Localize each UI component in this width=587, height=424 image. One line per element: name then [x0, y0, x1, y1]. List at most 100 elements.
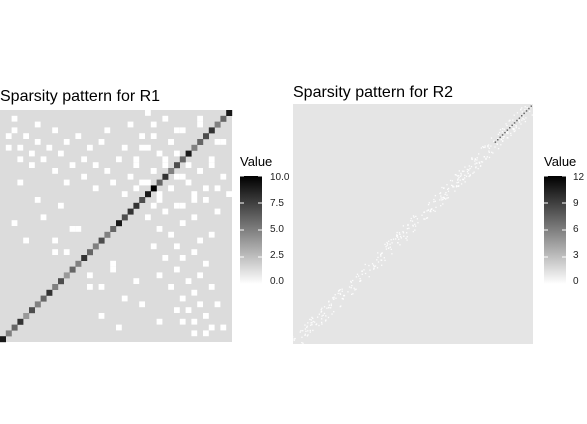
sparse-cell: [520, 109, 522, 111]
diagonal-cell: [191, 144, 198, 151]
legend-tick-label: 6: [573, 224, 579, 235]
zero-cell: [127, 121, 134, 128]
sparse-cell: [512, 119, 514, 121]
legend-title: Value: [240, 154, 273, 169]
zero-cell: [174, 243, 180, 250]
zero-cell: [203, 260, 209, 267]
sparse-cell: [407, 224, 409, 227]
sparse-cell: [447, 187, 450, 190]
zero-cell: [162, 162, 169, 168]
sparse-cell: [525, 117, 527, 119]
sparse-cell: [524, 120, 527, 123]
zero-cell: [17, 179, 24, 186]
sparse-cell: [326, 307, 328, 309]
sparse-cell: [532, 105, 534, 107]
sparse-cell: [478, 153, 480, 155]
zero-cell: [75, 133, 82, 139]
sparse-cell: [464, 177, 466, 179]
sparse-cell: [427, 203, 430, 206]
diagonal-cell: [52, 284, 59, 290]
zero-cell: [179, 202, 186, 209]
sparse-cell: [335, 297, 337, 299]
sparse-cell: [371, 263, 374, 265]
zero-cell: [174, 150, 180, 157]
sparse-cell: [381, 252, 383, 254]
zero-cell: [52, 237, 58, 244]
zero-cell: [11, 220, 18, 226]
sparse-cell: [464, 181, 466, 183]
sparse-cell: [505, 132, 508, 134]
sparse-cell: [466, 171, 469, 173]
zero-cell: [98, 139, 105, 145]
sparse-cell: [502, 140, 504, 142]
zero-cell: [133, 185, 140, 192]
zero-cell: [162, 255, 169, 261]
nonzero-cell: [494, 141, 497, 143]
sparse-cell: [309, 318, 311, 321]
sparse-cell: [363, 269, 365, 271]
zero-cell: [121, 144, 128, 151]
sparse-cell: [387, 247, 390, 249]
zero-cell: [87, 284, 93, 290]
sparse-cell: [507, 132, 509, 135]
sparse-cell: [328, 300, 330, 302]
zero-cell: [5, 133, 12, 139]
zero-cell: [17, 144, 24, 151]
plot-background: [293, 104, 533, 344]
sparse-cell: [321, 315, 323, 317]
sparse-cell: [478, 162, 481, 164]
sparse-cell: [297, 345, 300, 347]
sparse-cell: [502, 137, 504, 139]
sparse-cell: [449, 179, 452, 182]
sparse-cell: [462, 179, 465, 181]
zero-cell: [174, 173, 180, 180]
sparse-cell: [460, 174, 462, 176]
sparse-cell: [359, 280, 361, 282]
sparse-cell: [477, 168, 479, 170]
sparse-cell: [347, 291, 349, 293]
sparse-cell: [533, 112, 535, 114]
sparse-cell: [414, 229, 416, 231]
sparse-cell: [440, 195, 442, 197]
sparse-cell: [318, 324, 320, 327]
sparse-cell: [374, 265, 377, 267]
sparse-cell: [488, 156, 491, 159]
sparse-cell: [457, 185, 460, 187]
sparse-cell: [330, 307, 332, 309]
zero-cell: [179, 173, 186, 180]
sparse-cell: [443, 197, 446, 199]
sparse-cell: [494, 146, 496, 148]
zero-cell: [23, 133, 29, 139]
sparse-cell: [380, 255, 382, 257]
sparse-cell: [332, 298, 335, 300]
sparse-cell: [377, 252, 379, 254]
diagonal-cell: [87, 249, 93, 256]
sparse-cell: [413, 216, 415, 218]
zero-cell: [52, 249, 58, 255]
zero-cell: [174, 202, 180, 209]
legend-tick-label: 0.0: [270, 276, 284, 287]
diagonal-cell: [185, 150, 192, 157]
zero-cell: [34, 121, 41, 128]
sparse-cell: [429, 210, 431, 213]
sparse-cell: [506, 137, 508, 139]
sparse-cell: [294, 337, 296, 340]
sparse-cell: [476, 162, 478, 164]
sparse-cell: [408, 227, 410, 230]
sparse-cell: [417, 222, 419, 224]
sparse-cell: [506, 124, 508, 127]
zero-cell: [104, 127, 111, 134]
sparse-cell: [406, 232, 408, 234]
zero-cell: [121, 191, 128, 197]
zero-cell: [11, 127, 18, 134]
sparse-cell: [426, 217, 429, 219]
sparse-cell: [430, 208, 433, 210]
zero-cell: [185, 307, 192, 313]
diagonal-cell: [29, 307, 35, 314]
zero-cell: [179, 127, 186, 134]
sparse-cell: [415, 215, 417, 218]
sparse-cell: [522, 115, 524, 117]
sparse-cell: [469, 167, 471, 170]
sparse-cell: [398, 232, 401, 234]
nonzero-cell: [499, 136, 501, 139]
